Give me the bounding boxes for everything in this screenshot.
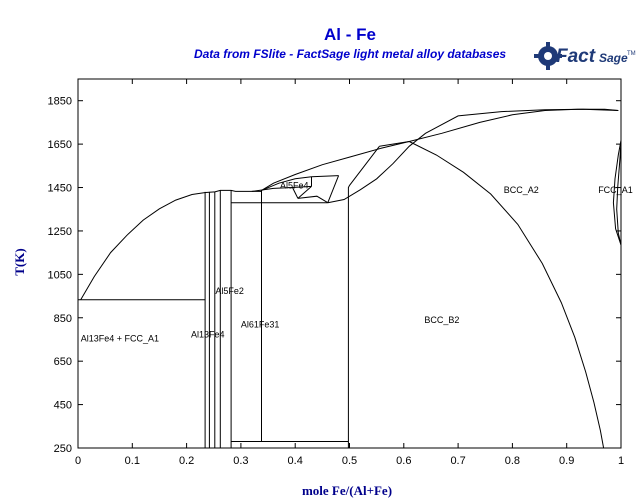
x-tick-label: 0.2 [179,455,194,467]
x-axis-label: mole Fe/(Al+Fe) [302,483,392,498]
phase-boundary-22 [408,141,605,449]
x-axis-ticks: 0 0.1 0.2 0.3 0.4 0.5 0.6 0.7 0.8 0.9 1 [75,79,624,467]
x-tick-label: 0.4 [288,455,303,467]
y-tick-label: 650 [54,356,72,368]
x-tick-label: 0.1 [125,455,140,467]
phase-region-label: Al13Fe4 [191,329,225,339]
x-tick-label: 0.7 [450,455,465,467]
logo-gear-icon [534,42,562,70]
chart-subtitle: Data from FSlite - FactSage light metal … [194,47,506,61]
y-tick-label: 1850 [48,96,72,108]
svg-text:Sage: Sage [599,51,628,65]
phase-boundaries [78,108,622,449]
phase-region-labels: Al13Fe4 + FCC_A1 Al13Fe4 Al5Fe2 Al61Fe31 Al5… [81,181,633,344]
y-tick-label: 1450 [48,183,72,195]
phase-region-label: Al61Fe31 [241,320,280,330]
phase-boundary-0 [80,191,215,300]
factsage-logo: Fact Sage TM [534,42,636,70]
x-tick-label: 0.9 [559,455,574,467]
svg-text:Fact: Fact [556,46,596,67]
phase-region-label: BCC_B2 [424,315,459,325]
phase-boundary-24 [616,140,622,246]
y-tick-label: 1250 [48,226,72,238]
y-tick-label: 250 [54,443,72,455]
x-tick-label: 0.5 [342,455,357,467]
phase-boundary-20 [327,108,619,204]
x-tick-label: 0.8 [505,455,520,467]
x-tick-label: 0 [75,455,81,467]
phase-boundary-23 [347,145,380,448]
phase-boundary-13 [292,187,299,199]
phase-boundary-14 [297,186,312,199]
y-axis-label: T(K) [12,248,27,275]
phase-boundary-19 [261,108,619,191]
y-axis-ticks: 250 450 650 850 1050 1250 1450 1650 1850 [48,96,621,455]
phase-region-label: Al5Fe4 [280,181,309,191]
phase-region-label: FCC_A1 [598,185,633,195]
phase-boundary-25 [612,140,622,246]
plot-frame [77,78,622,449]
x-tick-label: 0.6 [396,455,411,467]
phase-region-label: BCC_A2 [504,185,539,195]
y-tick-label: 1050 [48,269,72,281]
y-tick-label: 850 [54,313,72,325]
phase-region-label: Al13Fe4 + FCC_A1 [81,334,159,344]
x-tick-label: 0.3 [233,455,248,467]
phase-boundary-11 [261,175,339,191]
x-tick-label: 1 [618,455,624,467]
phase-boundary-21 [379,141,410,147]
phase-boundary-16 [297,195,329,204]
phase-region-label: Al5Fe2 [215,286,244,296]
phase-boundary-18 [327,175,340,203]
chart-title: Al - Fe [324,25,376,44]
svg-text:TM: TM [627,51,636,57]
y-tick-label: 1650 [48,139,72,151]
y-tick-label: 450 [54,400,72,412]
